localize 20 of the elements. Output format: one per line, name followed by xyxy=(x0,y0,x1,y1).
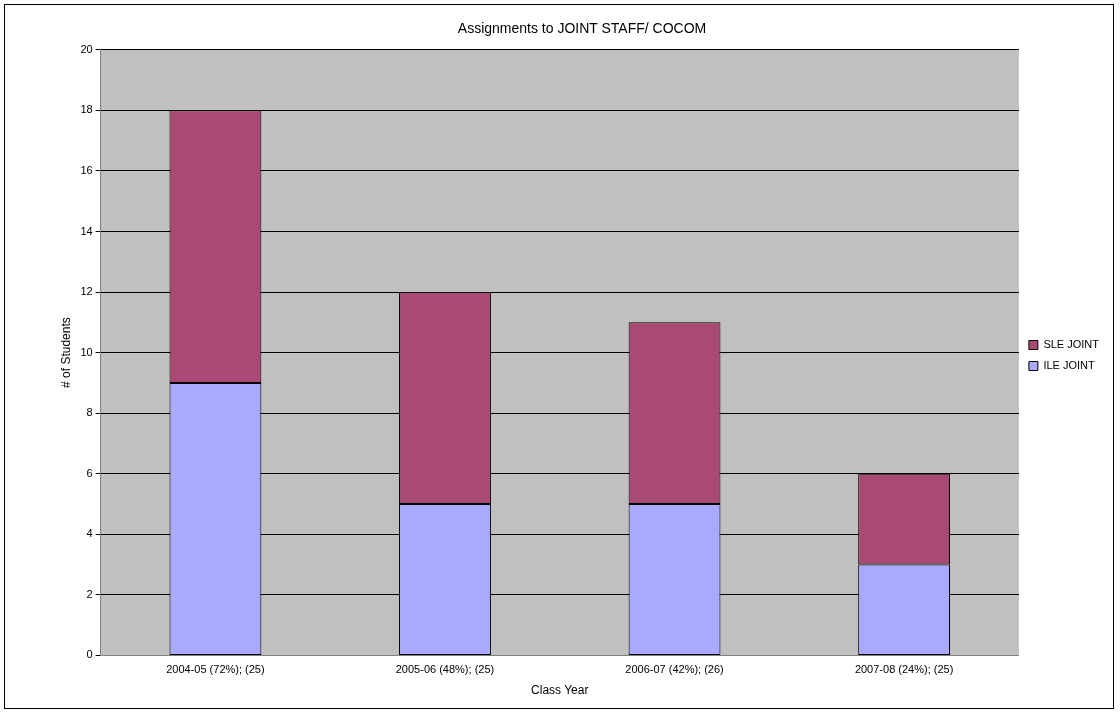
y-tick-label: 2 xyxy=(86,587,93,600)
y-tick-label: 20 xyxy=(80,42,93,55)
y-tick-label: 4 xyxy=(86,527,93,540)
x-tick-label: 2005-06 (48%); (25) xyxy=(395,663,495,676)
y-tick-label: 18 xyxy=(80,103,93,116)
y-tick-label: 6 xyxy=(86,466,93,479)
y-tick-label: 14 xyxy=(80,224,93,237)
y-tick-label: 12 xyxy=(80,285,93,298)
chart-title: Assignments to JOINT STAFF/ COCOM xyxy=(457,20,707,37)
y-tick-label: 16 xyxy=(80,163,93,176)
y-axis-title: # of Students xyxy=(58,317,73,388)
y-tick-label: 10 xyxy=(80,345,93,358)
legend-label: ILE JOINT xyxy=(1043,359,1095,372)
legend-label: SLE JOINT xyxy=(1043,338,1100,351)
x-tick-label: 2006-07 (42%); (26) xyxy=(625,663,724,676)
x-axis-title: Class Year xyxy=(531,683,589,698)
x-tick-label: 2004-05 (72%); (25) xyxy=(166,663,265,676)
y-tick-label: 0 xyxy=(86,648,93,661)
y-tick-label: 8 xyxy=(86,406,93,419)
x-tick-label: 2007-08 (24%); (25) xyxy=(854,663,954,676)
